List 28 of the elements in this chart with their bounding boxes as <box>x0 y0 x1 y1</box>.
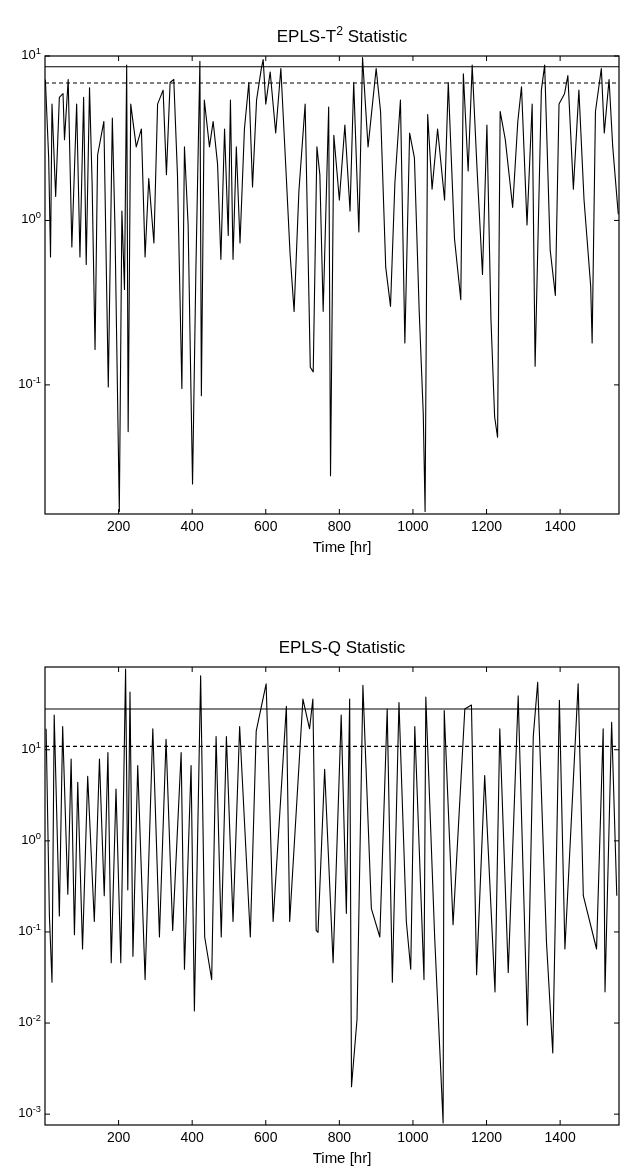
y-tick-label: 10$^{-3}$ <box>18 1104 41 1121</box>
x-tick-label: 1400 <box>544 518 576 534</box>
y-tick-label: 10$^{-1}$ <box>18 921 41 938</box>
x-tick-label: 200 <box>106 518 131 534</box>
y-tick-label: 10$^{1}$ <box>21 739 41 756</box>
x-tick-label: 200 <box>106 1129 131 1145</box>
y-tick-label: 10$^{-1}$ <box>18 374 41 391</box>
x-tick-label: 1400 <box>544 1129 576 1145</box>
line-series <box>45 56 619 512</box>
x-tick-label: 1000 <box>397 518 429 534</box>
chart-title: EPLS-Q Statistic <box>278 638 406 657</box>
y-tick-label: 10$^{0}$ <box>21 830 41 847</box>
x-tick-label: 1000 <box>397 1129 429 1145</box>
line-series <box>45 668 618 1124</box>
x-tick-label: 800 <box>327 518 352 534</box>
x-axis-title: Time [hr] <box>312 538 372 555</box>
x-tick-label: 1200 <box>470 518 503 534</box>
x-axis-title: Time [hr] <box>312 1149 372 1166</box>
y-tick-label: 10$^{-2}$ <box>18 1013 41 1030</box>
x-tick-label: 600 <box>254 518 278 534</box>
y-tick-label: 10$^{1}$ <box>21 46 41 62</box>
x-tick-label: 400 <box>180 518 205 534</box>
x-tick-label: 600 <box>254 1129 278 1145</box>
x-tick-label: 800 <box>327 1129 352 1145</box>
x-tick-label: 400 <box>180 1129 205 1145</box>
x-tick-label: 1200 <box>470 1129 503 1145</box>
chart-title: EPLS-T$^{2}$ Statistic <box>276 24 408 46</box>
y-tick-label: 10$^{0}$ <box>21 210 41 227</box>
